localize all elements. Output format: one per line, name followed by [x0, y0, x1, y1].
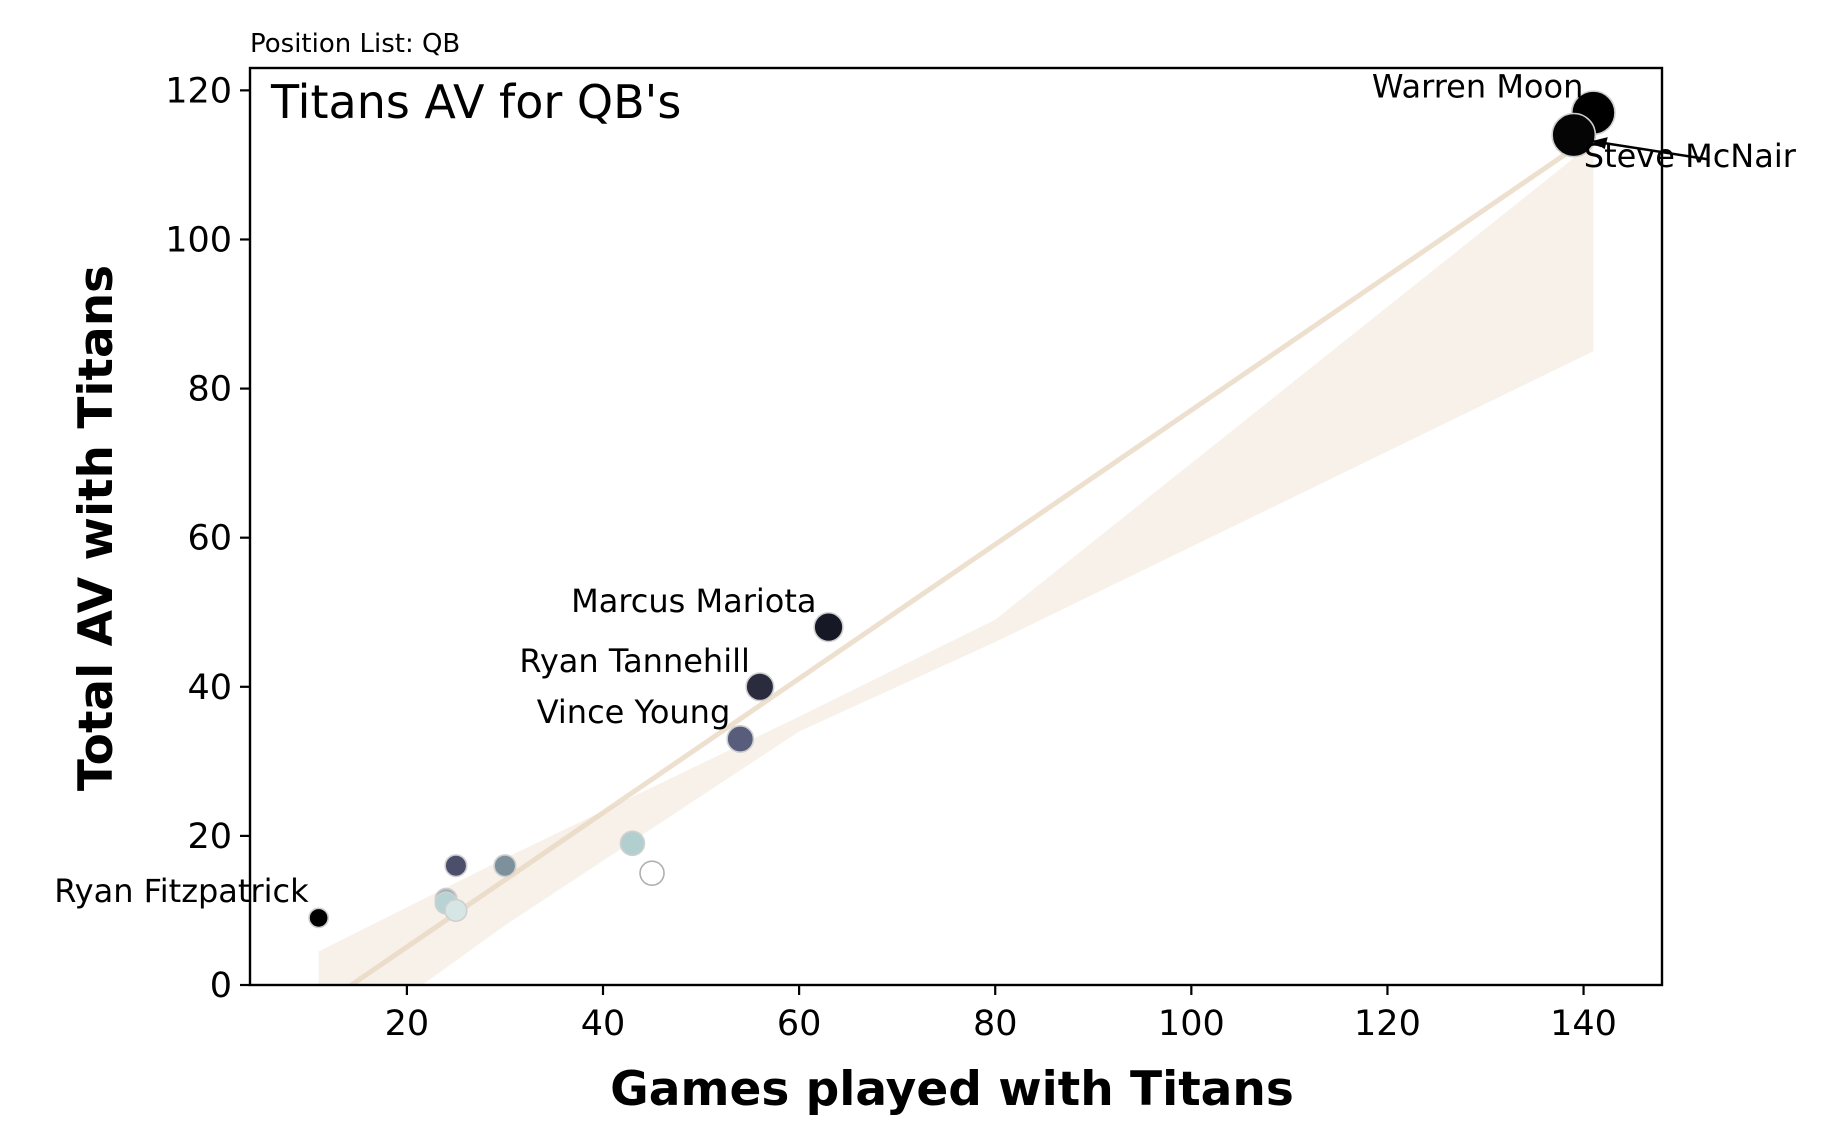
data-point: [813, 611, 844, 643]
data-point: [308, 907, 330, 929]
point-label: Vince Young: [537, 693, 731, 731]
x-axis-title: Games played with Titans: [610, 1062, 1294, 1117]
x-tick-label: 80: [973, 1004, 1018, 1044]
x-tick-label: 120: [1354, 1004, 1421, 1044]
subtitle: Position List: QB: [250, 29, 460, 59]
data-point: [493, 854, 517, 878]
y-axis-ticks: 0 20 40 60 80 100 120: [165, 71, 250, 1006]
x-tick-label: 20: [385, 1004, 430, 1044]
x-tick-label: 140: [1550, 1004, 1617, 1044]
data-point: [444, 854, 468, 878]
annotation-arrow: [1591, 139, 1707, 161]
point-label: Ryan Fitzpatrick: [54, 872, 309, 910]
data-point: [619, 830, 646, 857]
x-tick-label: 40: [581, 1004, 626, 1044]
point-label: Marcus Mariota: [571, 582, 816, 620]
x-tick-label: 60: [777, 1004, 822, 1044]
y-tick-label: 80: [187, 370, 232, 410]
point-label: Ryan Tannehill: [519, 642, 750, 680]
y-tick-label: 100: [165, 220, 232, 260]
point-label: Warren Moon: [1372, 68, 1583, 106]
regression-line: [346, 133, 1595, 985]
data-point: [639, 860, 665, 886]
y-tick-label: 60: [187, 519, 232, 559]
data-point: [726, 724, 755, 753]
arrow-head: [1591, 137, 1608, 150]
x-axis-ticks: 20 40 60 80 100 120 140: [385, 985, 1617, 1044]
y-tick-label: 120: [165, 71, 232, 111]
x-tick-label: 100: [1158, 1004, 1225, 1044]
points-layer: [308, 90, 1616, 929]
y-axis-title: Total AV with Titans: [69, 265, 124, 791]
chart-title: Titans AV for QB's: [270, 75, 681, 129]
data-point: [1551, 112, 1597, 158]
y-tick-label: 0: [210, 966, 232, 1006]
y-tick-label: 40: [187, 668, 232, 708]
data-point: [745, 672, 775, 702]
plot-frame: [248, 66, 1664, 987]
y-tick-label: 20: [187, 817, 232, 857]
data-point: [444, 898, 468, 923]
confidence-band: [318, 142, 1594, 985]
plot-area: [308, 90, 1616, 985]
